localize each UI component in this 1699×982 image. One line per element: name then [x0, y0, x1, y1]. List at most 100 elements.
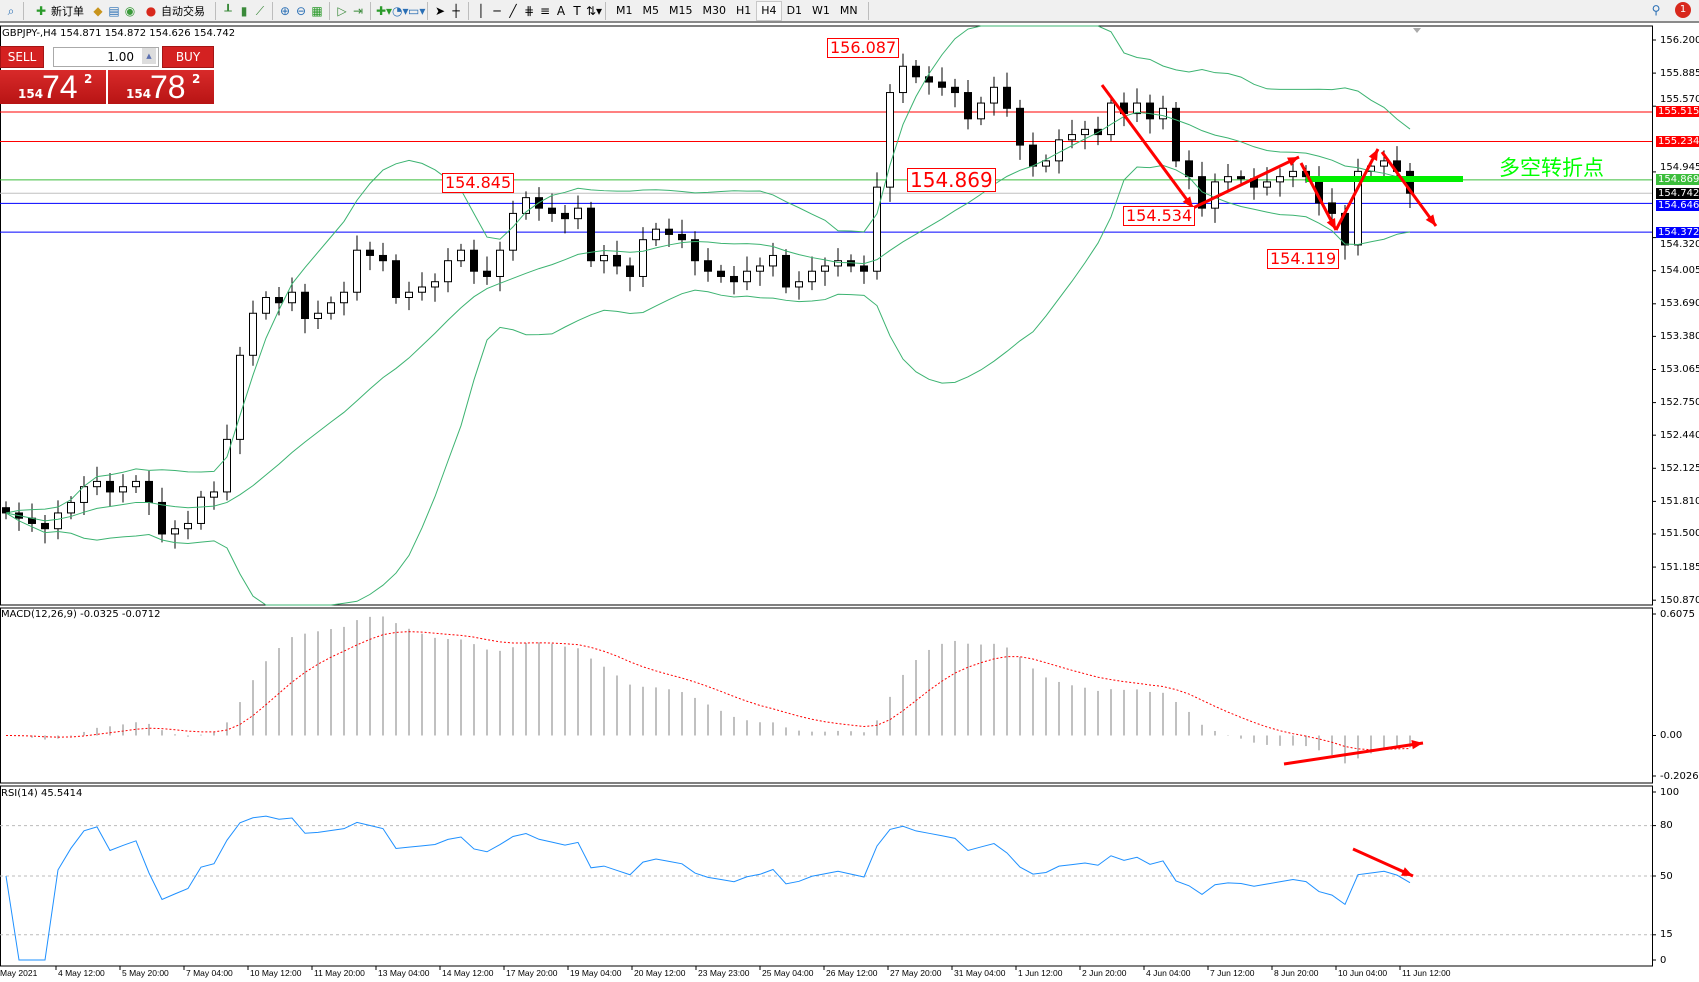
time-label: 4 May 12:00 [58, 968, 105, 978]
bull-candle [1380, 160, 1388, 167]
bear-candle [301, 291, 309, 320]
search-icon[interactable]: ⌕ [7, 3, 15, 18]
price-tick-label: 151.185 [1660, 561, 1699, 573]
sell-price-button[interactable]: 154 74 2 [0, 69, 106, 105]
buy-price-button[interactable]: 154 78 2 [108, 69, 214, 105]
notification-badge[interactable]: 1 [1675, 2, 1691, 18]
timeframe-m1[interactable]: M1 [616, 4, 633, 17]
fibonacci-icon[interactable]: ⋕ [523, 3, 535, 18]
chart-shift-marker [1413, 28, 1421, 33]
rsi-tick-label: 0 [1660, 954, 1667, 966]
bar-chart-icon[interactable]: ┸ [224, 3, 232, 18]
separator [867, 1, 869, 20]
market-watch-icon[interactable]: ▤ [108, 3, 120, 18]
timeframe-w1[interactable]: W1 [812, 4, 830, 17]
bull-candle [1133, 102, 1141, 115]
sell-button[interactable]: SELL [0, 46, 44, 68]
bear-candle [379, 254, 387, 262]
arrow-down-3 [1380, 151, 1438, 227]
timeframe-d1[interactable]: D1 [786, 4, 803, 17]
signals-icon[interactable]: ◉ [124, 3, 136, 18]
bull-candle [1068, 134, 1076, 141]
chart-canvas[interactable] [0, 25, 1699, 982]
time-label: 10 Jun 04:00 [1338, 968, 1388, 978]
bull-candle [834, 260, 842, 267]
lots-input[interactable]: 1.00 [53, 47, 159, 67]
bear-candle [41, 522, 49, 530]
bull-candle [444, 260, 452, 283]
new-order-button[interactable]: ✚ 新订单 [29, 1, 89, 21]
lots-increase[interactable]: ▲ [142, 48, 156, 64]
search-icon[interactable]: ⚲ [1651, 3, 1661, 17]
zoom-in-icon[interactable]: ⊕ [279, 3, 291, 18]
timeframe-mn[interactable]: MN [839, 4, 858, 17]
bull-candle [171, 528, 179, 535]
chart-shift-icon[interactable]: ⇥ [352, 3, 364, 18]
auto-trading-button[interactable]: ● 自动交易 [139, 1, 210, 21]
toolbar: ⌕ ✚ 新订单 ◆ ▤ ◉ ● 自动交易 ┸ ▮ ⟋ ⊕ ⊖ ▦ ▷ ⇥ ✚▾ ◔▾… [0, 0, 1699, 23]
bull-candle [769, 254, 777, 267]
zoom-out-icon[interactable]: ⊖ [295, 3, 307, 18]
bear-candle [392, 260, 400, 298]
bull-candle [431, 281, 439, 288]
time-label: 4 Jun 04:00 [1146, 968, 1191, 978]
buy-price-sup: 2 [192, 72, 201, 86]
rsi-arrow-head [1401, 867, 1413, 876]
bull-candle [795, 281, 803, 288]
price-tick-label: 156.200 [1660, 34, 1699, 46]
crosshair-icon[interactable]: ┼ [452, 3, 460, 18]
macd-arrow-head [1411, 740, 1423, 750]
bull-candle [873, 186, 881, 272]
bull-candle [509, 212, 517, 251]
arrow-up-1-head [1287, 157, 1299, 167]
metaeditor-icon[interactable]: ◆ [93, 3, 103, 18]
vertical-line-icon[interactable]: │ [477, 3, 485, 18]
text-label-icon[interactable]: T [573, 3, 581, 18]
price-annotation: 154.534 [1123, 206, 1196, 226]
auto-trading-icon: ● [145, 3, 157, 18]
timeframe-m15[interactable]: M15 [669, 4, 693, 17]
indicators-icon[interactable]: ✚▾ [376, 3, 393, 18]
line-chart-icon[interactable]: ⟋ [255, 3, 265, 18]
separator [215, 1, 216, 20]
candlestick-icon[interactable]: ▮ [240, 3, 248, 18]
time-label: 8 Jun 20:00 [1274, 968, 1319, 978]
time-label: 23 May 23:00 [698, 968, 750, 978]
sell-price-big: 74 [42, 69, 78, 105]
bear-candle [717, 270, 725, 277]
toolbar-right: ⚲ 1 [1649, 2, 1691, 18]
bull-candle [1081, 128, 1089, 136]
tile-windows-icon[interactable]: ▦ [311, 3, 323, 18]
time-label: 27 May 20:00 [890, 968, 942, 978]
bull-candle [1107, 102, 1115, 136]
fibo-fan-icon[interactable]: ≡ [539, 3, 551, 18]
bull-candle [67, 501, 75, 514]
bull-candle [1224, 176, 1232, 183]
price-tick-label: 152.125 [1660, 462, 1699, 474]
arrow-down-3-head [1425, 214, 1436, 226]
bear-candle [548, 207, 556, 214]
autoscroll-icon[interactable]: ▷ [337, 3, 347, 18]
arrow-down-2 [1299, 162, 1338, 231]
trendline-icon[interactable]: ╱ [509, 3, 517, 18]
horizontal-line-icon[interactable]: ─ [493, 3, 501, 18]
timeframe-h4[interactable]: H4 [756, 0, 782, 21]
periods-icon[interactable]: ◔▾ [392, 3, 409, 18]
bear-candle [158, 501, 166, 535]
bull-candle [600, 254, 608, 262]
buy-button[interactable]: BUY [162, 46, 214, 68]
level-price-label: 154.742 [1656, 187, 1699, 199]
bear-candle [1146, 102, 1154, 120]
timeframe-m5[interactable]: M5 [642, 4, 660, 17]
bull-candle [262, 296, 270, 314]
templates-icon[interactable]: ▭▾ [408, 3, 426, 18]
timeframe-h1[interactable]: H1 [736, 4, 752, 17]
separator [272, 1, 273, 20]
time-label: 10 May 12:00 [250, 968, 302, 978]
timeframe-m30[interactable]: M30 [702, 4, 727, 17]
arrows-icon[interactable]: ⇅▾ [586, 3, 603, 18]
cursor-icon[interactable]: ➤ [434, 3, 446, 18]
price-tick-label: 152.750 [1660, 397, 1699, 409]
text-icon[interactable]: A [556, 3, 566, 18]
rsi-line [5, 815, 1411, 961]
